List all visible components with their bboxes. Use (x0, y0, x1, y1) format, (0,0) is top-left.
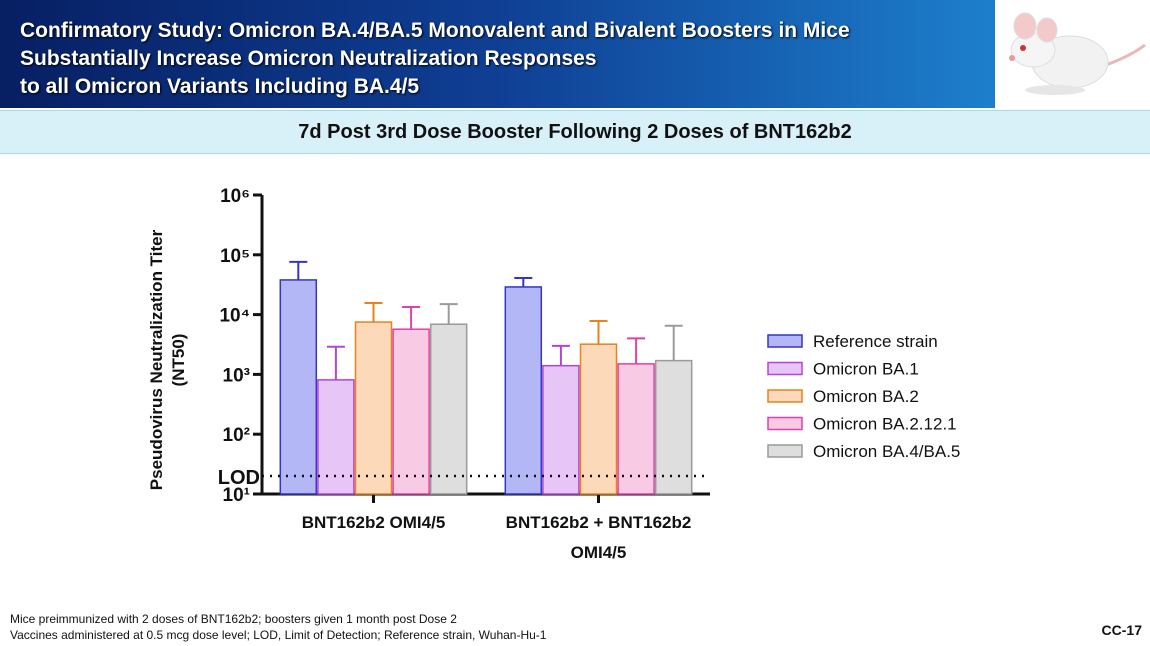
y-tick-label: 10⁶ (220, 186, 250, 207)
y-tick-label: 10³ (223, 365, 250, 386)
bar (354, 321, 393, 495)
y-axis-label: Pseudovirus Neutralization Titer (NT50) (147, 229, 188, 490)
title-line: Substantially Increase Omicron Neutraliz… (20, 47, 597, 70)
x-tick-label: BNT162b2 + BNT162b2 OMI4/5 (505, 513, 692, 562)
title-line: Confirmatory Study: Omicron BA.4/BA.5 Mo… (20, 19, 850, 42)
y-tick-label: 10² (223, 425, 250, 446)
y-axis-label-line: (NT50) (169, 334, 188, 387)
legend-swatch (767, 334, 803, 348)
x-tick-label: BNT162b2 OMI4/5 (301, 513, 446, 532)
subtitle-band: 7d Post 3rd Dose Booster Following 2 Dos… (0, 110, 1150, 154)
mouse-drawing (1009, 12, 1146, 95)
bar (279, 279, 318, 495)
legend-label: Omicron BA.2 (813, 387, 919, 406)
bar (504, 286, 543, 495)
bar (429, 323, 468, 495)
y-axis-label-line: Pseudovirus Neutralization Titer (147, 229, 166, 490)
bar (579, 343, 618, 495)
lod-label: LOD (218, 467, 260, 489)
bar (617, 363, 655, 495)
chart-title: 7d Post 3rd Dose Booster Following 2 Dos… (298, 121, 852, 143)
bar (654, 359, 693, 495)
footnote: Vaccines administered at 0.5 mcg dose le… (10, 628, 547, 642)
bar (542, 364, 580, 495)
chart: Pseudovirus Neutralization Titer (NT50) … (147, 186, 960, 506)
legend-label: Reference strain (813, 332, 938, 351)
legend-swatch (767, 389, 803, 403)
legend-swatch (767, 416, 803, 431)
y-tick-label: 10¹ (223, 485, 250, 506)
legend-swatch (767, 361, 803, 376)
y-tick-label: 10⁵ (220, 246, 250, 267)
footnote: Mice preimmunized with 2 doses of BNT162… (10, 612, 457, 626)
bar (392, 328, 430, 495)
legend-label: Omicron BA.1 (813, 360, 919, 379)
y-tick-label: 10⁴ (219, 306, 250, 327)
legend-label: Omicron BA.4/BA.5 (813, 442, 960, 461)
legend-label: Omicron BA.2.12.1 (813, 415, 957, 434)
legend-swatch (767, 444, 803, 458)
mouse-image (995, 0, 1150, 108)
header: Confirmatory Study: Omicron BA.4/BA.5 Mo… (0, 0, 995, 108)
title-line: to all Omicron Variants Including BA.4/5 (20, 75, 420, 98)
page-number: CC-17 (1101, 622, 1142, 638)
